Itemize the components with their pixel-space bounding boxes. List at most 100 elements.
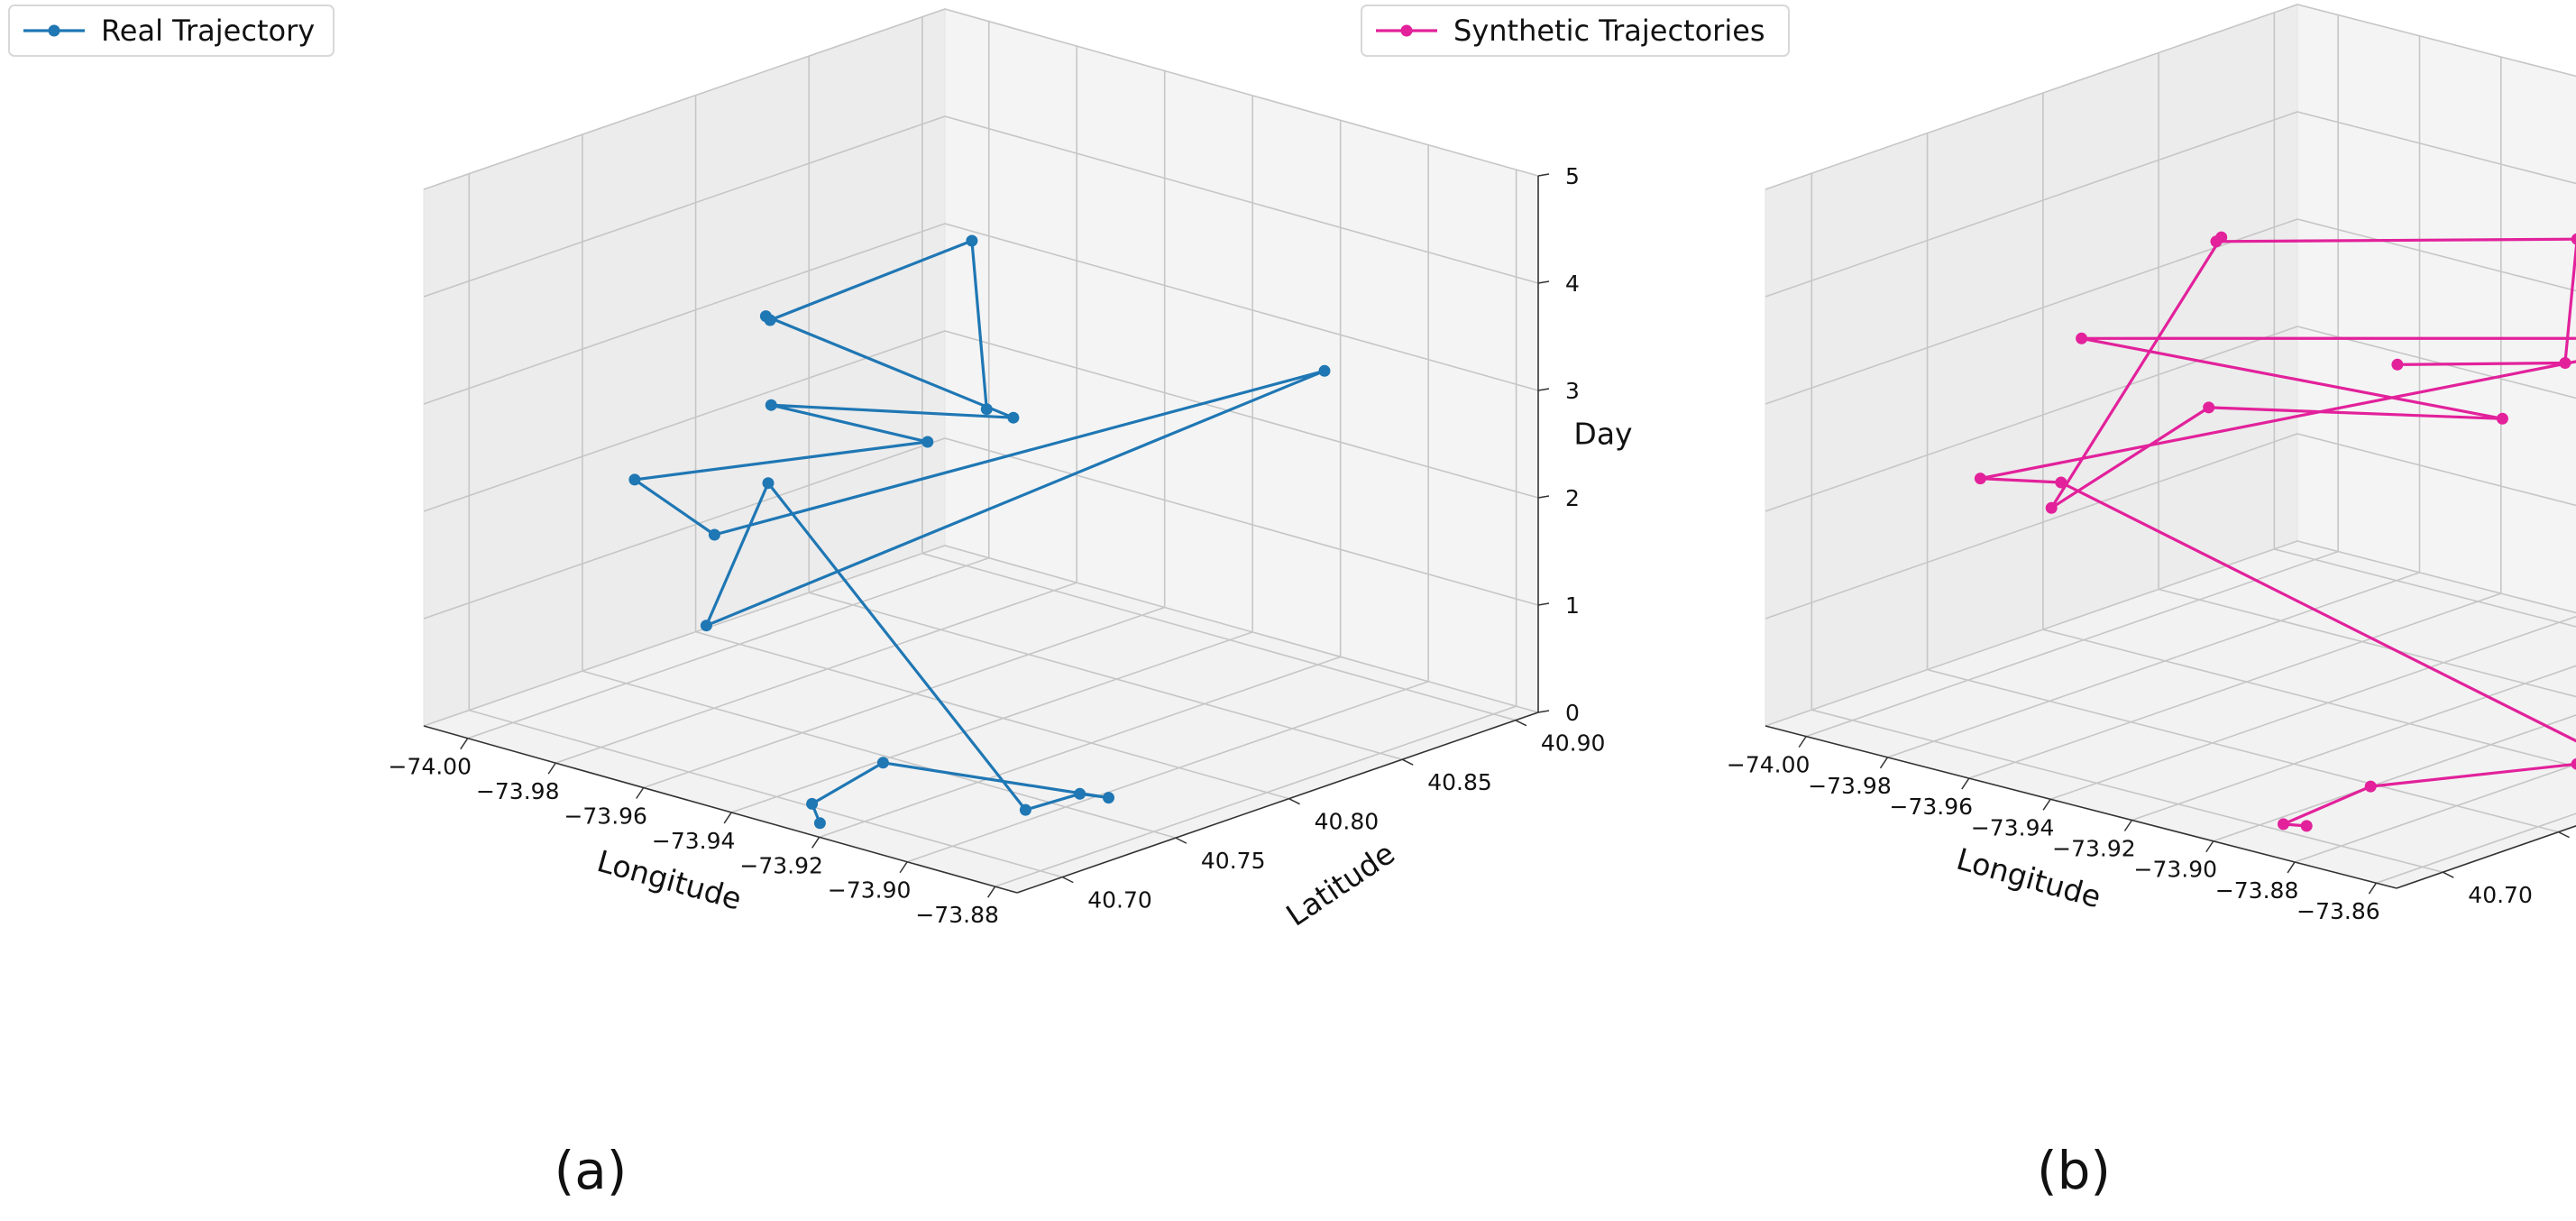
trajectory-point <box>2364 780 2377 793</box>
z-tick-label: 0 <box>1565 700 1580 726</box>
x-gridline <box>2131 665 2576 822</box>
x-tick <box>899 861 908 874</box>
y-tick-label: 40.90 <box>1541 730 1606 757</box>
z-gridline <box>1765 111 2576 298</box>
x-gridline <box>730 631 1253 813</box>
y-tick <box>2558 831 2570 839</box>
y-axis-title: Latitude <box>1279 835 1400 932</box>
trajectory-point <box>966 234 978 247</box>
y-tick <box>1288 797 1300 805</box>
z-tick <box>1537 710 1550 713</box>
x-tick <box>636 787 645 799</box>
z-tick-label: 3 <box>1565 378 1580 404</box>
x-tick-label: −73.88 <box>915 902 999 928</box>
x-tick-label: −73.94 <box>652 828 736 854</box>
trajectory-point <box>764 314 776 326</box>
z-tick <box>1537 602 1550 606</box>
z-gridline <box>423 437 1539 620</box>
legend-box <box>8 5 335 57</box>
z-gridline <box>423 223 1539 405</box>
x-gridline <box>819 656 1341 839</box>
y-gridline <box>921 552 1517 721</box>
y-tick-label: 40.70 <box>2468 882 2533 908</box>
trajectory-point <box>1318 364 1331 377</box>
trajectory-point <box>2391 358 2404 371</box>
x-tick-label: −73.90 <box>828 877 912 904</box>
panel-a: −74.00−73.98−73.96−73.94−73.92−73.90−73.… <box>8 5 1633 1201</box>
y-tick-label: 40.75 <box>1201 848 1266 874</box>
x-tick <box>2042 798 2051 811</box>
z-tick-label: 1 <box>1565 592 1580 619</box>
trajectory-point <box>2055 476 2067 489</box>
panel-label: (a) <box>555 1140 628 1201</box>
x-tick <box>547 762 556 775</box>
trajectory-point <box>2076 332 2088 344</box>
trajectory-point <box>921 436 934 448</box>
x-tick <box>2123 820 2133 831</box>
panel-b: −74.00−73.98−73.96−73.94−73.92−73.90−73.… <box>1361 4 2576 1201</box>
trajectory-point <box>700 620 712 632</box>
z-tick-label: 5 <box>1565 163 1580 189</box>
x-tick-label: −73.94 <box>1971 814 2055 840</box>
x-gridline <box>906 680 1429 863</box>
z-tick <box>1537 173 1550 177</box>
trajectory-line <box>1978 235 2576 828</box>
y-tick-label: 40.85 <box>1427 769 1492 795</box>
y-tick <box>1401 758 1414 766</box>
back-right-pane <box>2296 4 2576 613</box>
x-tick-label: −73.98 <box>476 778 560 804</box>
y-gridline <box>1927 668 2559 833</box>
x-tick-label: −74.00 <box>1727 752 1811 778</box>
y-tick <box>1515 720 1527 727</box>
x-tick-label: −73.98 <box>1808 773 1892 799</box>
z-tick <box>1537 388 1550 391</box>
y-tick <box>1061 876 1074 884</box>
trajectory-point <box>980 403 993 416</box>
x-tick <box>723 812 732 824</box>
trajectory-point <box>1074 787 1086 800</box>
trajectory-point <box>876 757 889 769</box>
x-tick-label: −73.86 <box>2296 898 2380 924</box>
trajectory-point <box>813 817 826 830</box>
x-tick <box>811 836 820 849</box>
y-gridline <box>469 709 1063 878</box>
y-gridline <box>695 630 1289 800</box>
x-gridline <box>1968 592 2502 779</box>
trajectory-point <box>708 528 720 541</box>
x-tick-label: −74.00 <box>388 754 472 780</box>
trajectory-point <box>2300 820 2313 832</box>
y-gridline <box>2274 548 2576 628</box>
x-gridline <box>2213 714 2576 842</box>
trajectory-point <box>806 797 819 810</box>
trajectory-point <box>2203 401 2215 414</box>
x-gridline <box>2049 615 2576 801</box>
x-tick <box>460 738 469 750</box>
z-gridline <box>1765 218 2576 405</box>
x-gridline <box>467 556 990 739</box>
x-gridline <box>995 705 1517 887</box>
y-gridline <box>809 592 1403 760</box>
z-tick <box>1537 280 1550 284</box>
x-axis-title: Longitude <box>593 843 746 917</box>
x-tick <box>1798 736 1807 748</box>
x-tick <box>2368 882 2378 895</box>
y-gridline <box>1811 709 2443 873</box>
x-axis-line <box>423 725 1018 894</box>
x-axis-line <box>1765 725 2397 889</box>
x-tick <box>987 886 996 898</box>
x-tick-label: −73.92 <box>739 852 823 878</box>
x-gridline <box>2376 812 2576 884</box>
z-gridline <box>423 8 1539 190</box>
trajectory-point <box>762 477 775 490</box>
x-gridline <box>555 582 1077 764</box>
legend-label: Synthetic Trajectories <box>1453 14 1765 48</box>
y-axis-line <box>1016 711 1539 894</box>
trajectory-point <box>1103 792 1114 804</box>
x-tick-label: −73.92 <box>2052 836 2136 862</box>
x-tick <box>1961 777 1970 790</box>
legend-label: Real Trajectory <box>101 14 315 48</box>
z-gridline <box>423 545 1539 727</box>
x-tick-label: −73.96 <box>1890 794 1974 820</box>
y-gridline <box>582 670 1177 839</box>
